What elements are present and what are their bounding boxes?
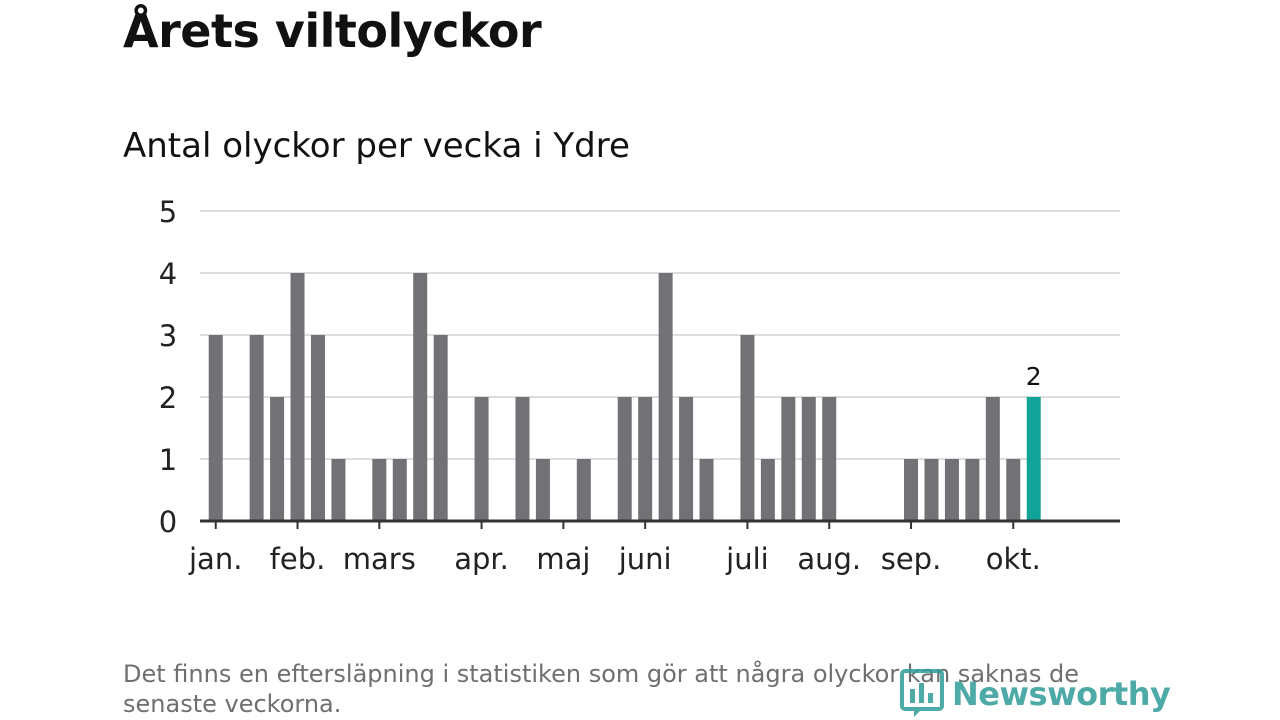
bar <box>290 273 305 521</box>
y-tick-label: 1 <box>159 443 177 477</box>
bar <box>576 459 591 521</box>
bar <box>535 459 550 521</box>
bar <box>822 397 837 521</box>
bar <box>638 397 653 521</box>
bar <box>474 397 489 521</box>
y-tick-label: 5 <box>159 195 177 229</box>
data-label: 2 <box>1026 362 1042 391</box>
x-tick-label: apr. <box>454 542 509 576</box>
y-tick-label: 0 <box>159 505 177 539</box>
bar <box>679 397 694 521</box>
bar <box>515 397 530 521</box>
bar <box>944 459 959 521</box>
bar <box>433 335 448 521</box>
bar <box>249 335 264 521</box>
bar <box>965 459 980 521</box>
x-tick-label: jan. <box>188 542 242 576</box>
bar <box>924 459 939 521</box>
logo-text: Newsworthy <box>952 675 1171 713</box>
x-tick-label: okt. <box>986 542 1041 576</box>
x-axis-ticks: jan. feb. mars apr. maj juni juli aug. sep. okt. <box>188 521 1041 576</box>
y-tick-label: 2 <box>159 381 177 415</box>
newsworthy-logo: Newsworthy <box>900 668 1171 720</box>
bar <box>372 459 387 521</box>
y-tick-label: 4 <box>159 257 177 291</box>
bar <box>331 459 346 521</box>
x-tick-label: maj <box>536 542 590 576</box>
bar <box>413 273 428 521</box>
y-tick-label: 3 <box>159 319 177 353</box>
x-tick-label: aug. <box>797 542 861 576</box>
bar <box>781 397 796 521</box>
bar <box>760 459 775 521</box>
x-tick-label: feb. <box>270 542 326 576</box>
bars <box>208 273 1041 521</box>
bar-chart: 0 1 2 3 4 5 jan. feb. mars apr. maj juni juli aug. se… <box>159 195 1120 576</box>
data-labels: 2 <box>1026 362 1042 391</box>
x-tick-label: sep. <box>881 542 942 576</box>
bar <box>310 335 325 521</box>
bar <box>392 459 407 521</box>
newsworthy-logo-icon <box>900 669 944 717</box>
bar <box>658 273 673 521</box>
bar <box>801 397 816 521</box>
chart-subtitle: Antal olyckor per vecka i Ydre <box>123 126 630 166</box>
x-tick-label: mars <box>343 542 416 576</box>
bar <box>740 335 755 521</box>
bar <box>985 397 1000 521</box>
bar <box>208 335 223 521</box>
y-axis-ticks: 0 1 2 3 4 5 <box>159 195 177 539</box>
chart-title: Årets viltolyckor <box>123 4 542 58</box>
x-tick-label: juni <box>618 542 672 576</box>
bar <box>1006 459 1021 521</box>
bar <box>617 397 632 521</box>
bar <box>270 397 285 521</box>
x-tick-label: juli <box>725 542 769 576</box>
bar <box>904 459 919 521</box>
bar <box>699 459 714 521</box>
bar-highlight <box>1026 397 1041 521</box>
